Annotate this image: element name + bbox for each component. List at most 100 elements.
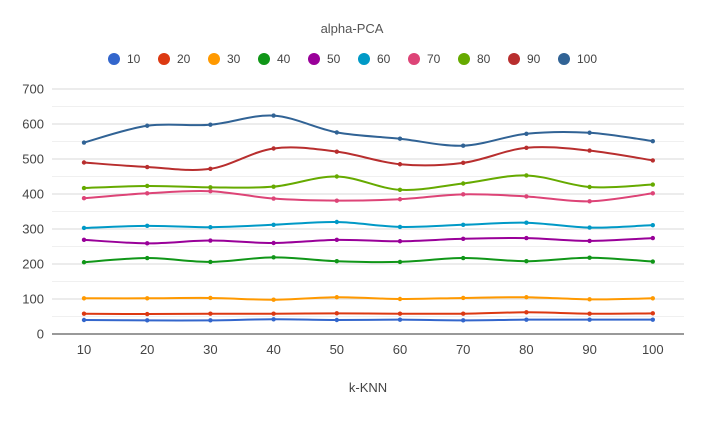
data-point[interactable]	[271, 113, 276, 118]
data-point[interactable]	[271, 184, 276, 189]
data-point[interactable]	[461, 255, 466, 261]
data-point[interactable]	[650, 259, 655, 264]
data-point[interactable]	[524, 220, 529, 225]
data-point[interactable]	[208, 189, 213, 194]
data-point[interactable]	[145, 255, 150, 261]
data-point[interactable]	[587, 199, 592, 204]
data-point[interactable]	[271, 196, 276, 201]
data-point[interactable]	[334, 174, 339, 179]
data-point[interactable]	[397, 162, 403, 167]
data-point[interactable]	[145, 183, 150, 189]
data-point[interactable]	[524, 310, 529, 315]
data-point[interactable]	[208, 259, 213, 265]
data-point[interactable]	[587, 148, 592, 153]
data-point[interactable]	[271, 255, 276, 260]
data-point[interactable]	[145, 164, 150, 170]
data-point[interactable]	[587, 297, 592, 302]
legend-item-30[interactable]: 30	[208, 52, 241, 66]
data-point[interactable]	[650, 317, 655, 322]
data-point[interactable]	[145, 123, 150, 128]
data-point[interactable]	[334, 130, 339, 135]
legend-item-20[interactable]: 20	[158, 52, 191, 66]
data-point[interactable]	[145, 191, 150, 196]
data-point[interactable]	[208, 166, 213, 171]
data-point[interactable]	[334, 198, 339, 203]
data-point[interactable]	[334, 259, 339, 264]
legend-item-50[interactable]: 50	[308, 52, 341, 66]
data-point[interactable]	[461, 311, 466, 316]
legend-item-90[interactable]: 90	[508, 52, 541, 66]
legend-item-70[interactable]: 70	[408, 52, 441, 66]
data-point[interactable]	[650, 191, 655, 196]
data-point[interactable]	[461, 236, 466, 241]
data-point[interactable]	[524, 259, 529, 264]
data-point[interactable]	[208, 122, 213, 127]
data-point[interactable]	[461, 143, 466, 148]
data-point[interactable]	[461, 295, 466, 301]
data-point[interactable]	[81, 225, 87, 231]
legend-item-80[interactable]: 80	[458, 52, 491, 66]
data-point[interactable]	[461, 192, 466, 197]
data-point[interactable]	[397, 259, 403, 265]
data-point[interactable]	[587, 225, 592, 230]
legend-item-10[interactable]: 10	[108, 52, 141, 66]
data-point[interactable]	[145, 223, 150, 229]
data-point[interactable]	[650, 296, 655, 301]
data-point[interactable]	[81, 311, 87, 316]
data-point[interactable]	[271, 311, 276, 316]
data-point[interactable]	[587, 311, 592, 316]
data-point[interactable]	[145, 311, 150, 317]
data-point[interactable]	[208, 311, 213, 316]
data-point[interactable]	[145, 241, 150, 246]
data-point[interactable]	[208, 238, 213, 243]
data-point[interactable]	[81, 160, 87, 165]
data-point[interactable]	[524, 131, 529, 136]
data-point[interactable]	[587, 317, 592, 322]
data-point[interactable]	[81, 196, 87, 201]
data-point[interactable]	[650, 158, 655, 163]
data-point[interactable]	[587, 130, 592, 135]
data-point[interactable]	[397, 311, 403, 316]
data-point[interactable]	[650, 182, 655, 187]
data-point[interactable]	[524, 173, 529, 178]
data-point[interactable]	[81, 296, 87, 301]
data-point[interactable]	[397, 296, 403, 302]
data-point[interactable]	[461, 181, 466, 186]
data-point[interactable]	[334, 317, 339, 323]
data-point[interactable]	[81, 140, 87, 145]
data-point[interactable]	[145, 296, 150, 301]
data-point[interactable]	[334, 295, 339, 300]
data-point[interactable]	[587, 238, 592, 244]
data-point[interactable]	[397, 239, 403, 244]
data-point[interactable]	[81, 317, 87, 323]
data-point[interactable]	[208, 295, 213, 301]
data-point[interactable]	[208, 185, 213, 190]
data-point[interactable]	[81, 237, 87, 243]
data-point[interactable]	[461, 222, 466, 227]
data-point[interactable]	[397, 187, 403, 192]
data-point[interactable]	[271, 240, 276, 246]
data-point[interactable]	[650, 311, 655, 316]
data-point[interactable]	[81, 185, 87, 191]
data-point[interactable]	[334, 311, 339, 316]
data-point[interactable]	[650, 235, 655, 241]
data-point[interactable]	[334, 219, 339, 225]
data-point[interactable]	[650, 222, 655, 228]
data-point[interactable]	[397, 317, 403, 322]
data-point[interactable]	[397, 224, 403, 230]
data-point[interactable]	[587, 255, 592, 260]
data-point[interactable]	[271, 317, 276, 322]
data-point[interactable]	[271, 222, 276, 227]
data-point[interactable]	[208, 225, 213, 230]
data-point[interactable]	[524, 317, 529, 322]
data-point[interactable]	[397, 136, 403, 141]
data-point[interactable]	[271, 297, 276, 302]
data-point[interactable]	[524, 145, 529, 150]
data-point[interactable]	[271, 146, 276, 151]
data-point[interactable]	[524, 295, 529, 300]
data-point[interactable]	[461, 318, 466, 323]
data-point[interactable]	[81, 260, 87, 265]
data-point[interactable]	[524, 235, 529, 241]
data-point[interactable]	[461, 160, 466, 166]
legend-item-60[interactable]: 60	[358, 52, 391, 66]
